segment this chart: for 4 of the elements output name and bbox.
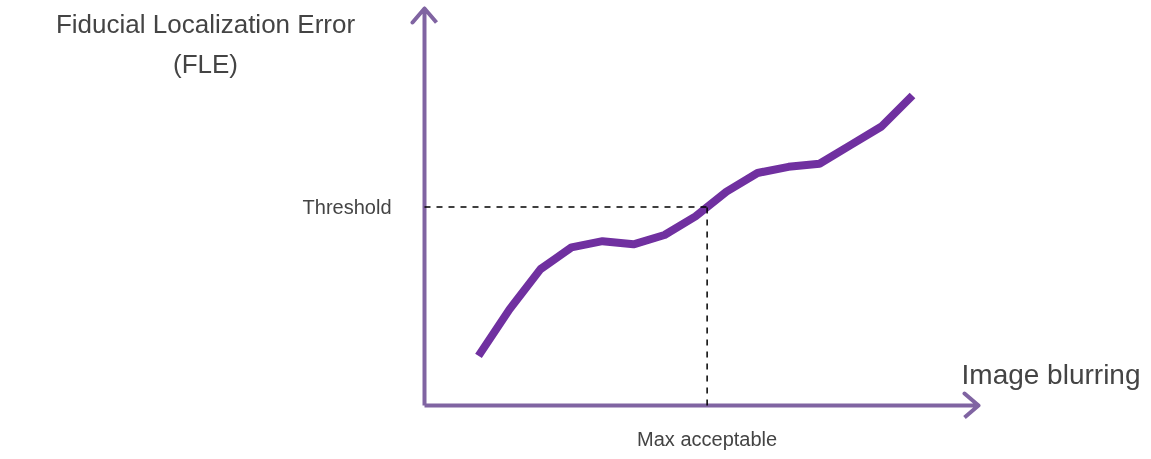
y-axis-title: Fiducial Localization Error (FLE) [55,8,356,79]
x-axis-title: Image blurring [961,359,1141,390]
ref-line-label: Threshold [302,196,392,219]
text: Max acceptable [637,427,778,450]
